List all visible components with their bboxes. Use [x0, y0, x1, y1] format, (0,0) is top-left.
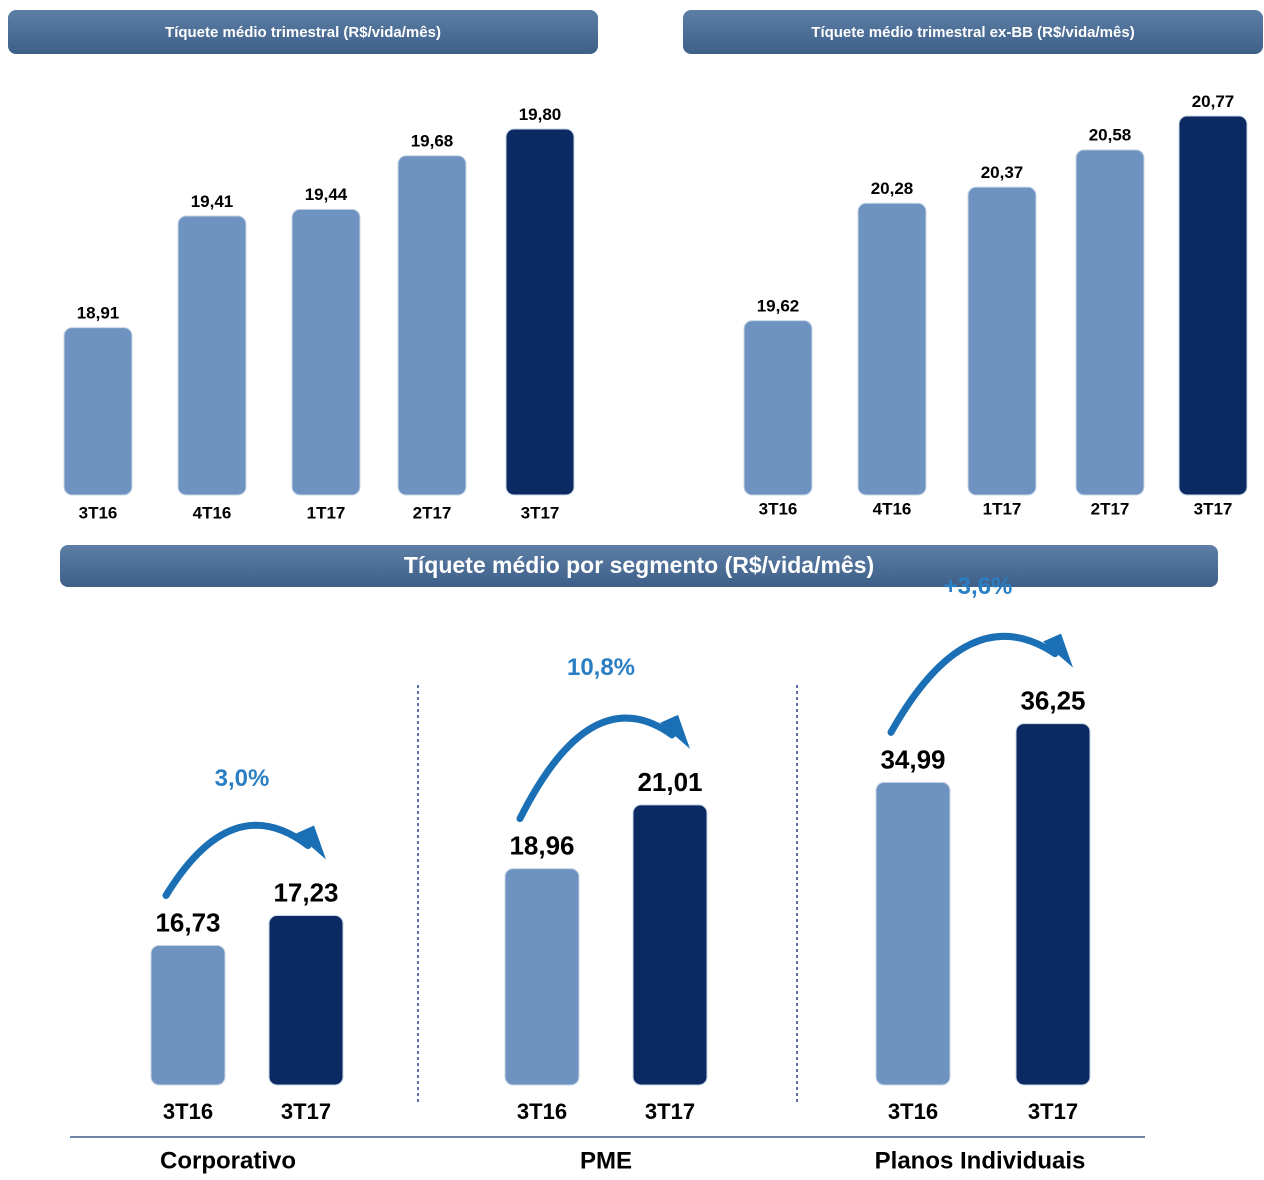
- bar: [1015, 723, 1091, 1086]
- x-tick-label: 3T17: [281, 1099, 331, 1124]
- x-tick-label: 4T16: [193, 503, 232, 522]
- value-label: 18,91: [77, 304, 120, 323]
- chart-title: Tíquete médio trimestral (R$/vida/mês): [165, 24, 441, 41]
- value-label: 36,25: [1020, 686, 1085, 716]
- growth-arc: [887, 632, 1059, 736]
- x-tick-label: 3T17: [645, 1099, 695, 1124]
- x-tick-label: 3T16: [79, 503, 118, 522]
- x-tick-label: 1T17: [307, 503, 346, 522]
- bar: [150, 944, 226, 1086]
- bar: [63, 327, 133, 496]
- x-tick-label: 4T16: [873, 499, 912, 518]
- x-tick-label: 2T17: [413, 503, 452, 522]
- bar: [1178, 115, 1248, 496]
- x-tick-label: 3T17: [1194, 499, 1233, 518]
- growth-annotation: +3,6%: [944, 573, 1013, 600]
- bar: [875, 781, 951, 1086]
- x-tick-label: 3T16: [759, 499, 798, 518]
- bar: [857, 202, 927, 496]
- value-label: 19,80: [519, 105, 562, 124]
- value-label: 16,73: [155, 908, 220, 938]
- value-label: 19,62: [757, 297, 800, 316]
- growth-annotation: 10,8%: [567, 654, 635, 681]
- x-tick-label: 3T16: [163, 1099, 213, 1124]
- value-label: 20,58: [1089, 126, 1132, 145]
- x-tick-label: 3T17: [521, 503, 560, 522]
- bar: [397, 155, 467, 496]
- x-tick-label: 3T16: [517, 1099, 567, 1124]
- value-label: 19,41: [191, 192, 234, 211]
- bar: [505, 128, 575, 496]
- value-label: 19,68: [411, 132, 454, 151]
- bar: [967, 186, 1037, 496]
- bar: [743, 320, 813, 496]
- value-label: 34,99: [880, 744, 945, 774]
- bar: [632, 804, 708, 1086]
- header-banner: [683, 10, 1263, 54]
- x-tick-label: 3T17: [1028, 1099, 1078, 1124]
- growth-arrowhead: [296, 825, 326, 860]
- value-label: 17,23: [273, 878, 338, 908]
- growth-annotation: 3,0%: [215, 765, 270, 792]
- value-label: 20,37: [981, 163, 1024, 182]
- group-label: Planos Individuais: [875, 1147, 1086, 1174]
- bar: [291, 208, 361, 496]
- x-tick-label: 3T16: [888, 1099, 938, 1124]
- group-label: PME: [580, 1147, 632, 1174]
- header-banner: [60, 545, 1218, 587]
- section-title: Tíquete médio por segmento (R$/vida/mês): [404, 552, 874, 578]
- value-label: 20,77: [1192, 92, 1235, 111]
- value-label: 21,01: [637, 767, 702, 797]
- value-label: 18,96: [509, 831, 574, 861]
- header-banner: [8, 10, 598, 54]
- bar: [1075, 149, 1145, 496]
- group-label: Corporativo: [160, 1147, 296, 1174]
- growth-arrowhead: [660, 714, 690, 749]
- growth-arc: [516, 714, 676, 823]
- x-tick-label: 2T17: [1091, 499, 1130, 518]
- bar: [177, 215, 247, 496]
- bar: [268, 915, 344, 1086]
- growth-arc: [162, 821, 312, 899]
- value-label: 19,44: [305, 185, 348, 204]
- bar: [504, 868, 580, 1086]
- chart-title: Tíquete médio trimestral ex-BB (R$/vida/…: [811, 24, 1134, 41]
- growth-arrowhead: [1043, 633, 1073, 668]
- x-tick-label: 1T17: [983, 499, 1022, 518]
- value-label: 20,28: [871, 179, 914, 198]
